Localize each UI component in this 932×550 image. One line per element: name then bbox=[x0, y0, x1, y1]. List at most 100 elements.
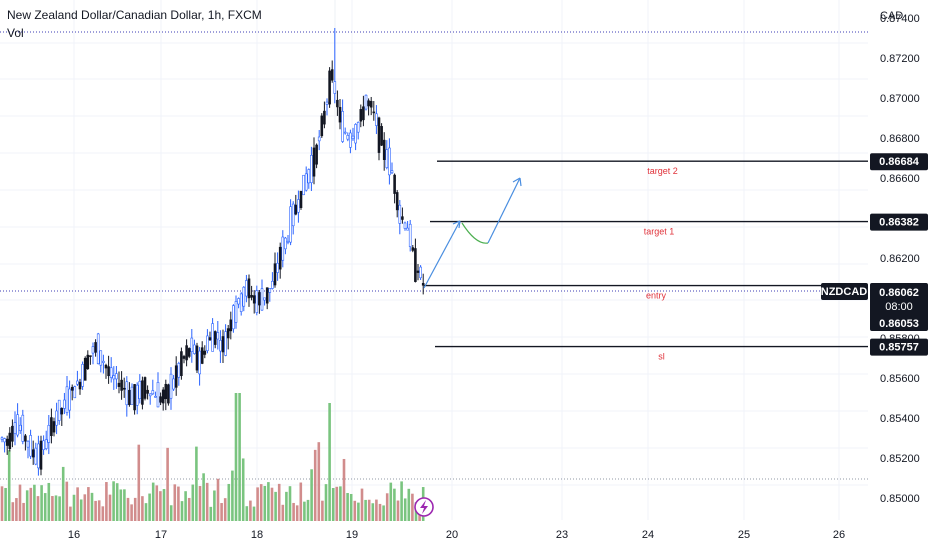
candle-body bbox=[182, 356, 186, 359]
candle bbox=[307, 168, 311, 189]
candle-body bbox=[401, 216, 404, 220]
volume-bar bbox=[331, 488, 335, 521]
candle-body bbox=[276, 262, 279, 273]
grid bbox=[0, 0, 868, 520]
current-price-countdown: 08:00 bbox=[885, 301, 913, 313]
price-tick: 0.87000 bbox=[880, 93, 920, 105]
projection-arrow-2 bbox=[487, 177, 521, 244]
price-tick: 0.85000 bbox=[880, 493, 920, 505]
volume-bar bbox=[310, 469, 313, 521]
candle bbox=[304, 166, 308, 192]
current-price-badge-bg bbox=[870, 283, 928, 331]
volume-bar bbox=[105, 482, 108, 521]
candle bbox=[198, 346, 201, 386]
candle bbox=[390, 162, 394, 174]
level-badge-target-1-text: 0.86382 bbox=[879, 217, 919, 229]
volume-bar bbox=[97, 500, 101, 521]
volume-bar bbox=[61, 466, 65, 521]
candle bbox=[52, 417, 56, 437]
volume-indicator-label[interactable]: Vol bbox=[7, 26, 24, 40]
volume-bar bbox=[321, 500, 324, 521]
volume-bar bbox=[54, 495, 58, 521]
time-tick: 20 bbox=[446, 529, 458, 541]
volume-bar bbox=[238, 393, 241, 521]
candle-body bbox=[330, 69, 334, 81]
volume-bar bbox=[292, 502, 295, 521]
symbol-badge-text: NZDCAD bbox=[821, 286, 867, 298]
candle-body bbox=[133, 384, 136, 411]
candle-body bbox=[89, 355, 92, 357]
candle-body bbox=[263, 297, 266, 301]
price-tick: 0.85600 bbox=[880, 373, 920, 385]
candle-body bbox=[380, 126, 383, 146]
candle bbox=[73, 385, 77, 399]
candle bbox=[351, 127, 355, 141]
candle bbox=[169, 367, 173, 410]
volume-bar bbox=[267, 482, 270, 521]
candle-body bbox=[65, 386, 69, 413]
candle bbox=[333, 28, 337, 104]
candle-body bbox=[304, 173, 308, 191]
candle-body bbox=[260, 288, 264, 311]
candle-body bbox=[13, 422, 17, 434]
time-axis[interactable]: 16 17 18 19 20 23 24 25 26 bbox=[0, 522, 932, 550]
candle bbox=[182, 354, 186, 364]
candle-body bbox=[388, 147, 391, 176]
time-tick: 25 bbox=[738, 529, 750, 541]
candle bbox=[187, 347, 191, 359]
projection-arrowhead-2 bbox=[512, 177, 522, 187]
candle bbox=[252, 290, 256, 314]
candle-body bbox=[343, 131, 347, 134]
candle bbox=[281, 230, 285, 268]
candle bbox=[312, 137, 316, 185]
candle bbox=[273, 252, 277, 288]
candle bbox=[55, 402, 58, 435]
volume-bar bbox=[40, 485, 43, 521]
candle-body bbox=[112, 375, 116, 380]
candle bbox=[151, 379, 155, 396]
candle bbox=[380, 123, 383, 147]
volume-bar bbox=[411, 493, 414, 521]
candle-body bbox=[289, 206, 292, 243]
candle-body bbox=[234, 301, 238, 323]
candle bbox=[164, 379, 168, 411]
candle bbox=[5, 435, 9, 455]
projection-arrowhead-1 bbox=[452, 220, 461, 229]
lightning-icon-bolt bbox=[420, 500, 428, 514]
candle-body bbox=[8, 432, 12, 449]
lightning-icon[interactable] bbox=[414, 497, 434, 517]
volume-bar bbox=[43, 493, 47, 521]
level-badge-target-1: 0.86382 bbox=[870, 213, 928, 231]
candle-body bbox=[26, 440, 30, 448]
symbol-title[interactable]: New Zealand Dollar/Canadian Dollar, 1h, … bbox=[7, 8, 262, 22]
candle bbox=[401, 207, 404, 224]
volume-bar bbox=[58, 496, 61, 521]
candle bbox=[255, 285, 259, 316]
candle-body bbox=[421, 283, 425, 286]
candle bbox=[356, 121, 360, 140]
volume-bar bbox=[245, 506, 249, 521]
candle bbox=[398, 200, 402, 235]
candle bbox=[195, 342, 199, 374]
volume-bar bbox=[144, 503, 148, 521]
candle-body bbox=[167, 384, 170, 404]
candle-body bbox=[122, 387, 126, 390]
candle-body bbox=[258, 292, 261, 306]
candle bbox=[250, 285, 253, 301]
candle bbox=[258, 290, 261, 314]
price-tick: 0.87200 bbox=[880, 53, 920, 65]
candle-body bbox=[63, 399, 66, 409]
candle-body bbox=[148, 393, 152, 397]
candle-body bbox=[284, 237, 287, 250]
candle-body bbox=[24, 435, 27, 442]
candle-body bbox=[107, 366, 110, 377]
candle-body bbox=[169, 373, 173, 399]
candle bbox=[26, 440, 30, 459]
candle bbox=[213, 330, 217, 349]
volume-bar bbox=[249, 500, 252, 521]
candle bbox=[310, 146, 313, 191]
volume-bar bbox=[69, 506, 72, 521]
candle bbox=[94, 339, 97, 357]
candle bbox=[39, 435, 43, 476]
